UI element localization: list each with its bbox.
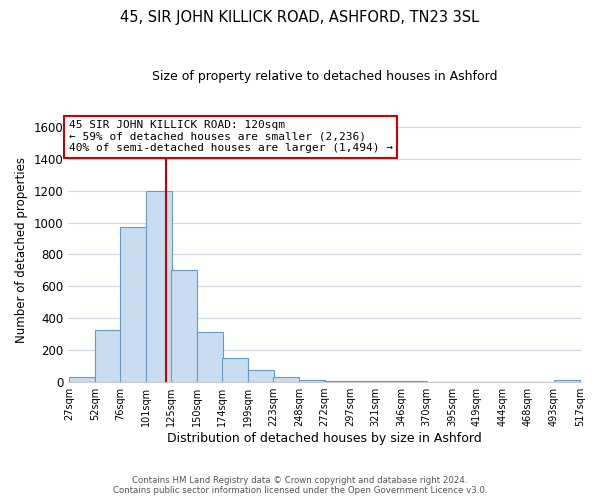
Bar	[146, 192, 172, 382]
Text: Contains HM Land Registry data © Crown copyright and database right 2024.
Contai: Contains HM Land Registry data © Crown c…	[113, 476, 487, 495]
Bar	[171, 270, 197, 382]
Bar	[248, 370, 274, 382]
Bar	[70, 378, 95, 382]
X-axis label: Distribution of detached houses by size in Ashford: Distribution of detached houses by size …	[167, 432, 482, 445]
Bar	[222, 358, 248, 382]
Text: 45, SIR JOHN KILLICK ROAD, ASHFORD, TN23 3SL: 45, SIR JOHN KILLICK ROAD, ASHFORD, TN23…	[121, 10, 479, 25]
Title: Size of property relative to detached houses in Ashford: Size of property relative to detached ho…	[152, 70, 497, 83]
Bar	[121, 228, 146, 382]
Bar	[273, 378, 299, 382]
Bar	[197, 332, 223, 382]
Bar	[554, 380, 580, 382]
Y-axis label: Number of detached properties: Number of detached properties	[15, 158, 28, 344]
Text: 45 SIR JOHN KILLICK ROAD: 120sqm
← 59% of detached houses are smaller (2,236)
40: 45 SIR JOHN KILLICK ROAD: 120sqm ← 59% o…	[68, 120, 392, 154]
Bar	[95, 330, 121, 382]
Bar	[299, 380, 325, 382]
